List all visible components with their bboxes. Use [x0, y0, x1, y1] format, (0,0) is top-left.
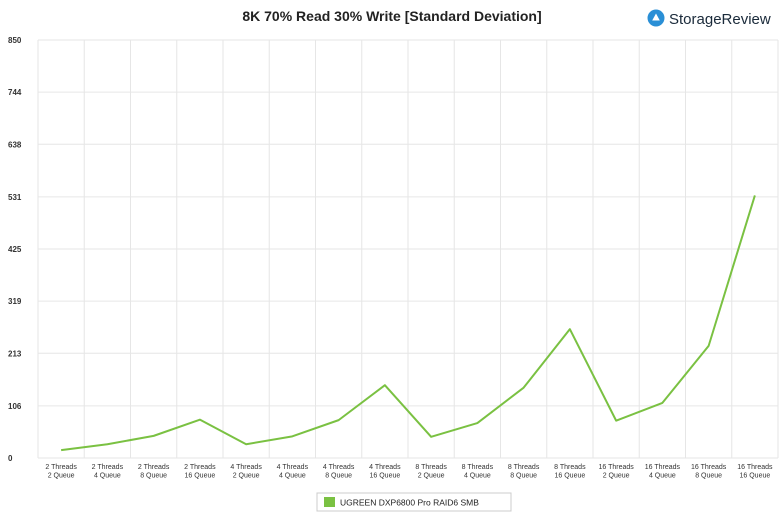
- y-tick-label: 106: [8, 402, 22, 411]
- y-tick-label: 850: [8, 36, 22, 45]
- data-point[interactable]: [705, 342, 713, 350]
- x-tick-label: 2 Threads 16 Queue: [184, 464, 216, 480]
- x-tick-label: 4 Threads 16 Queue: [369, 464, 401, 480]
- x-tick-label: 4 Threads 8 Queue: [323, 464, 355, 480]
- data-point[interactable]: [612, 417, 620, 425]
- y-axis: 0 106 213 319 425 531 638 744 850: [8, 36, 22, 463]
- y-tick-label: 531: [8, 193, 22, 202]
- data-point[interactable]: [381, 381, 389, 389]
- data-point[interactable]: [658, 399, 666, 407]
- y-tick-label: 213: [8, 349, 22, 358]
- x-tick-label: 4 Threads 2 Queue: [230, 464, 262, 480]
- x-tick-label: 16 Threads 16 Queue: [737, 464, 773, 480]
- y-tick-label: 638: [8, 140, 22, 149]
- legend-swatch: [324, 497, 335, 507]
- data-point[interactable]: [520, 384, 528, 392]
- chart-title: 8K 70% Read 30% Write [Standard Deviatio…: [242, 8, 541, 24]
- series-line: [61, 195, 756, 452]
- data-point[interactable]: [103, 440, 111, 448]
- data-point[interactable]: [473, 419, 481, 427]
- data-point[interactable]: [427, 433, 435, 441]
- x-tick-label: 2 Threads 8 Queue: [138, 464, 170, 480]
- y-tick-label: 744: [8, 88, 22, 97]
- data-point[interactable]: [196, 416, 204, 424]
- x-tick-label: 8 Threads 16 Queue: [554, 464, 586, 480]
- y-tick-label: 319: [8, 297, 22, 306]
- data-point[interactable]: [57, 446, 65, 454]
- data-point[interactable]: [288, 432, 296, 440]
- x-tick-label: 16 Threads 4 Queue: [645, 464, 681, 480]
- data-point[interactable]: [566, 325, 574, 333]
- x-tick-label: 8 Threads 2 Queue: [415, 464, 447, 480]
- data-point[interactable]: [242, 440, 250, 448]
- x-axis: 2 Threads 2 Queue 2 Threads 4 Queue 2 Thread…: [45, 464, 773, 480]
- x-tick-label: 16 Threads 8 Queue: [691, 464, 727, 480]
- legend-box: [316, 492, 512, 512]
- storagereview-logo-icon: [647, 9, 665, 27]
- legend: UGREEN DXP6800 Pro RAID6 SMB: [316, 492, 512, 512]
- legend-label: UGREEN DXP6800 Pro RAID6 SMB: [340, 498, 479, 508]
- x-tick-label: 4 Threads 4 Queue: [277, 464, 309, 480]
- x-tick-label: 16 Threads 2 Queue: [598, 464, 634, 480]
- grid: [37, 39, 779, 459]
- data-point[interactable]: [751, 191, 759, 199]
- x-tick-label: 2 Threads 2 Queue: [45, 464, 77, 480]
- y-tick-label: 0: [8, 454, 13, 463]
- logo-text: StorageReview: [669, 11, 771, 28]
- data-point[interactable]: [150, 432, 158, 440]
- data-point[interactable]: [335, 416, 343, 424]
- x-tick-label: 2 Threads 4 Queue: [92, 464, 124, 480]
- x-tick-label: 8 Threads 4 Queue: [462, 464, 494, 480]
- x-tick-label: 8 Threads 8 Queue: [508, 464, 540, 480]
- series-layer: [57, 191, 759, 454]
- y-tick-label: 425: [8, 245, 22, 254]
- storagereview-logo: StorageReview: [647, 9, 771, 28]
